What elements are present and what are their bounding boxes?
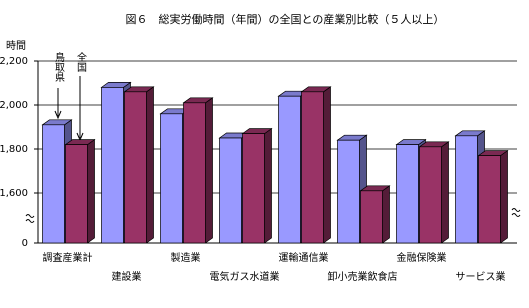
- bar-side: [382, 185, 390, 244]
- x-tick-label: 建設業: [112, 270, 142, 283]
- bar: [242, 133, 265, 244]
- y-tick-label: 0: [22, 238, 28, 249]
- bar: [396, 144, 419, 244]
- bar-side: [323, 86, 331, 244]
- bar: [219, 137, 242, 244]
- bar-side: [146, 86, 154, 244]
- axis-break: [511, 213, 521, 217]
- x-tick-label: 運輸通信業: [279, 251, 329, 264]
- bar: [419, 146, 442, 244]
- axis-break: [25, 214, 35, 218]
- bar: [42, 124, 65, 244]
- series-annotation: 鳥取県: [53, 51, 65, 83]
- x-tick-label: 調査産業計: [43, 251, 93, 264]
- annotation-arrow-head: [54, 110, 62, 120]
- y-tick-label: 2,000: [0, 100, 28, 111]
- bar-side: [264, 127, 272, 244]
- chart-title: 図６ 総実労働時間（年間）の全国との産業別比較（５人以上）: [126, 12, 445, 26]
- bar: [337, 139, 360, 244]
- bar: [160, 113, 183, 244]
- bar-side: [87, 138, 95, 244]
- bar: [65, 144, 88, 244]
- x-tick-label: 金融保険業: [397, 251, 447, 264]
- bar: [360, 190, 383, 244]
- x-tick-label: 卸小売業飲食店: [328, 270, 398, 283]
- y-tick-label: 1,600: [0, 188, 28, 199]
- bar: [101, 87, 124, 244]
- series-annotation: 全国: [75, 51, 87, 73]
- y-tick-label: 2,200: [0, 56, 28, 67]
- y-axis-title: 時間: [6, 40, 26, 52]
- x-tick-label: サービス業: [456, 270, 506, 283]
- bar-side: [500, 149, 508, 244]
- x-tick-label: 電気ガス水道業: [210, 270, 280, 283]
- bar: [183, 102, 206, 244]
- bar: [124, 91, 147, 244]
- bar: [301, 91, 324, 244]
- bar: [478, 155, 501, 244]
- axis-break: [25, 219, 35, 223]
- bar-side: [205, 97, 213, 244]
- axis-break: [511, 208, 521, 212]
- bar-side: [441, 141, 449, 244]
- x-tick-label: 製造業: [171, 251, 201, 264]
- bar: [455, 135, 478, 244]
- y-tick-label: 1,800: [0, 144, 28, 155]
- bar: [278, 95, 301, 244]
